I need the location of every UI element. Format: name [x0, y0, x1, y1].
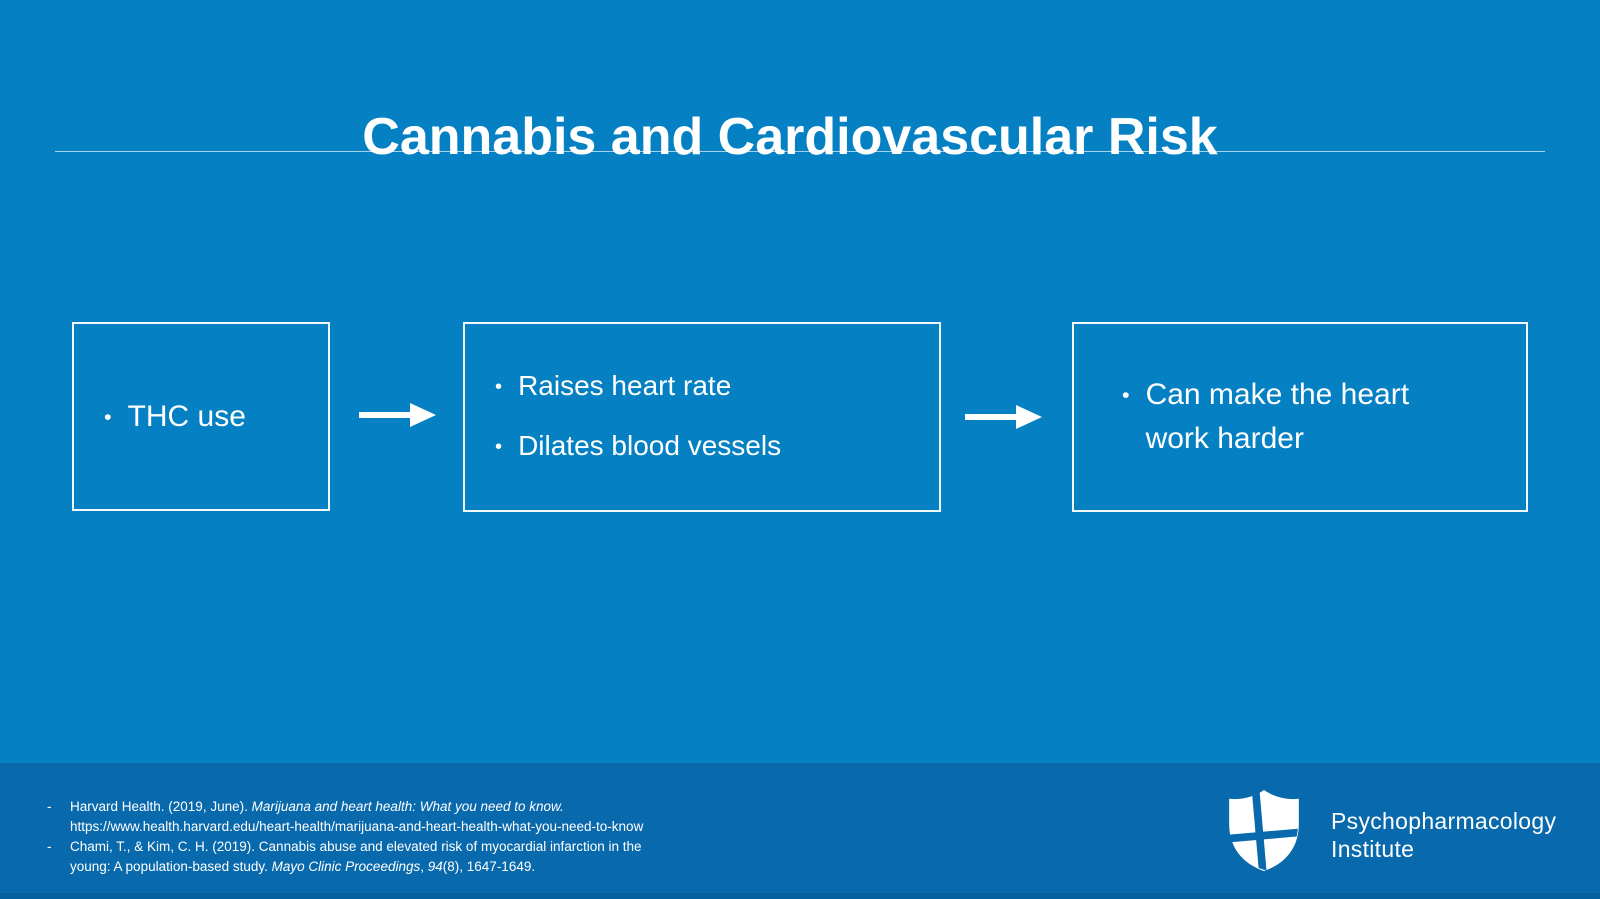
reference-line: Chami, T., & Kim, C. H. (2019). Cannabis… — [70, 837, 642, 857]
reference-item: - Harvard Health. (2019, June). Marijuan… — [47, 797, 643, 837]
reference-segment: Mayo Clinic Proceedings — [271, 859, 421, 874]
reference-item: - Chami, T., & Kim, C. H. (2019). Cannab… — [47, 837, 643, 877]
reference-list: - Harvard Health. (2019, June). Marijuan… — [47, 797, 643, 877]
reference-line: Harvard Health. (2019, June). Marijuana … — [70, 797, 643, 817]
reference-line: young: A population-based study. Mayo Cl… — [70, 857, 642, 877]
flow-box-effects: • Raises heart rate • Dilates blood vess… — [463, 322, 941, 512]
reference-segment: 94 — [427, 859, 443, 874]
reference-text: Chami, T., & Kim, C. H. (2019). Cannabis… — [70, 837, 642, 877]
reference-segment: Harvard Health. (2019, June). — [70, 799, 252, 814]
bullet-item: • THC use — [104, 400, 328, 434]
reference-segment: , — [420, 859, 428, 874]
bullet-item: • Can make the heart work harder — [1122, 373, 1526, 461]
reference-segment: Marijuana and heart health: What you nee… — [251, 799, 564, 814]
footer-bottom-strip — [0, 893, 1600, 899]
flow-box-outcome: • Can make the heart work harder — [1072, 322, 1528, 512]
bullet-item: • Raises heart rate — [495, 365, 939, 410]
bullet-icon: • — [104, 403, 112, 429]
bullet-icon: • — [1122, 382, 1130, 407]
logo-line-2: Institute — [1331, 836, 1415, 862]
shield-cross-icon — [1228, 789, 1300, 872]
reference-text: Harvard Health. (2019, June). Marijuana … — [70, 797, 643, 837]
footer: - Harvard Health. (2019, June). Marijuan… — [0, 763, 1600, 899]
right-arrow-icon — [359, 403, 436, 427]
logo-wordmark: Psychopharmacology Institute — [1331, 807, 1556, 863]
page-title: Cannabis and Cardiovascular Risk — [362, 107, 1218, 166]
reference-line: https://www.health.harvard.edu/heart-hea… — [70, 817, 643, 837]
reference-marker: - — [47, 799, 52, 814]
bullet-icon: • — [495, 375, 503, 398]
title-underline — [55, 151, 1545, 152]
flow-box-thc-use: • THC use — [72, 322, 330, 511]
bullet-text: Dilates blood vessels — [518, 429, 782, 461]
reference-segment: (8), 1647-1649. — [442, 859, 536, 874]
bullet-text: Raises heart rate — [518, 369, 732, 401]
logo-line-1: Psychopharmacology — [1331, 808, 1557, 834]
bullet-icon: • — [495, 435, 503, 458]
reference-marker: - — [47, 839, 52, 854]
psychopharmacology-institute-logo: Psychopharmacology Institute — [1228, 789, 1556, 872]
bullet-item: • Dilates blood vessels — [495, 425, 939, 470]
reference-segment: Chami, T., & Kim, C. H. (2019). Cannabis… — [70, 839, 642, 854]
right-arrow-icon — [965, 405, 1042, 429]
reference-segment: young: A population-based study. — [70, 859, 272, 874]
bullet-text: Can make the heart work harder — [1145, 378, 1410, 455]
reference-url: https://www.health.harvard.edu/heart-hea… — [70, 819, 644, 834]
bullet-text: THC use — [127, 399, 246, 433]
